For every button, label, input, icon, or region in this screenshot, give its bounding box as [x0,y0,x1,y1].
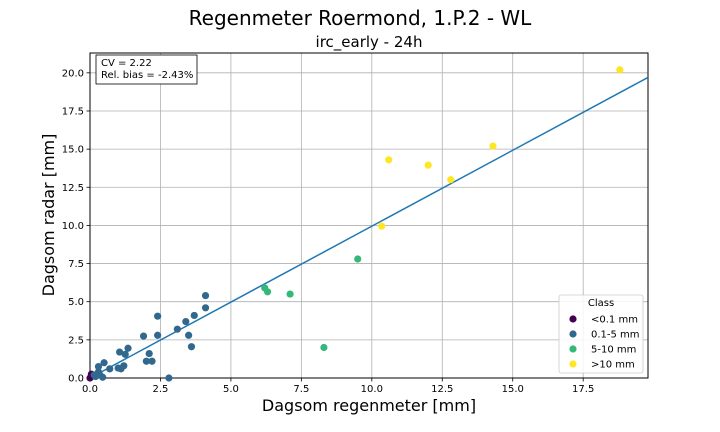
y-tick-label: 17.5 [62,106,84,117]
legend-marker [569,330,577,338]
x-tick-label: 10.0 [361,384,383,395]
data-point [121,350,129,358]
data-point [139,332,148,340]
series-1 [90,292,210,382]
legend-frame [558,294,644,374]
x-tick-label: 7.5 [293,384,309,395]
data-point [154,331,162,339]
y-tick-label: 10.0 [62,221,84,232]
plot-area-frame [89,52,649,379]
data-point [185,331,193,339]
grid [89,53,648,379]
data-point [100,359,108,367]
data-point [263,288,272,296]
data-point [320,343,328,352]
legend-label: 0.1-5 mm [591,330,640,341]
y-axis: 0.0 2.5 5.0 7.5 10.0 12.5 15.0 17.5 20.0 [62,68,90,385]
x-tick-label: 5.0 [223,384,239,395]
stats-rel-bias: Rel. bias = -2.43% [101,70,193,81]
x-tick-label: 0.0 [82,384,98,395]
data-point [106,365,114,373]
data-point [115,348,124,356]
data-point [99,373,107,381]
data-point [201,304,210,312]
y-tick-label: 5.0 [68,297,84,308]
chart-subtitle: irc_early - 24h [316,33,423,52]
data-point [378,222,386,230]
x-tick-label: 15.0 [502,384,524,395]
data-point [489,142,497,150]
data-point [424,161,432,169]
data-point [142,357,150,365]
y-axis-label: Dagsom radar [mm] [39,134,58,297]
series-3 [378,66,624,230]
y-tick-label: 12.5 [62,183,84,194]
scatter-points [86,66,624,382]
stats-cv: CV = 2.22 [101,58,152,69]
data-point [447,176,455,184]
y-tick-label: 0.0 [68,374,84,385]
x-tick-label: 17.5 [572,384,594,395]
data-point [145,349,153,358]
y-tick-label: 2.5 [68,335,84,346]
y-tick-label: 15.0 [62,145,84,156]
x-tick-label: 12.5 [431,384,453,395]
legend-label: >10 mm [591,360,635,371]
trend-line [89,76,649,379]
data-point [124,344,132,352]
data-point [190,311,198,320]
data-point [154,312,162,320]
data-point [94,362,103,371]
data-point [187,343,196,351]
data-point [286,290,294,298]
legend-label: 5-10 mm [591,345,636,356]
legend-label: <0.1 mm [591,315,638,326]
y-tick-label: 7.5 [68,259,84,270]
legend-marker [569,345,577,353]
data-point [385,156,393,164]
data-point [182,317,190,326]
data-point [148,357,156,365]
x-axis: 0.0 2.5 5.0 7.5 10.0 12.5 15.0 17.5 [82,378,594,395]
data-point [120,362,128,370]
data-point [201,292,210,300]
data-point [173,325,181,333]
legend-marker [569,315,577,323]
data-point [354,255,362,263]
legend-marker [569,360,577,368]
stats-box: CV = 2.22 Rel. bias = -2.43% [95,54,198,85]
legend-title: Class [588,298,614,309]
data-point [165,374,173,382]
y-tick-label: 20.0 [62,68,84,79]
data-point [616,66,624,74]
chart-title: Regenmeter Roermond, 1.P.2 - WL [189,6,533,30]
x-tick-label: 2.5 [153,384,169,395]
x-axis-label: Dagsom regenmeter [mm] [262,396,476,415]
series-2 [261,255,362,352]
legend: Class <0.1 mm 0.1-5 mm 5-10 mm >10 mm [558,294,644,374]
